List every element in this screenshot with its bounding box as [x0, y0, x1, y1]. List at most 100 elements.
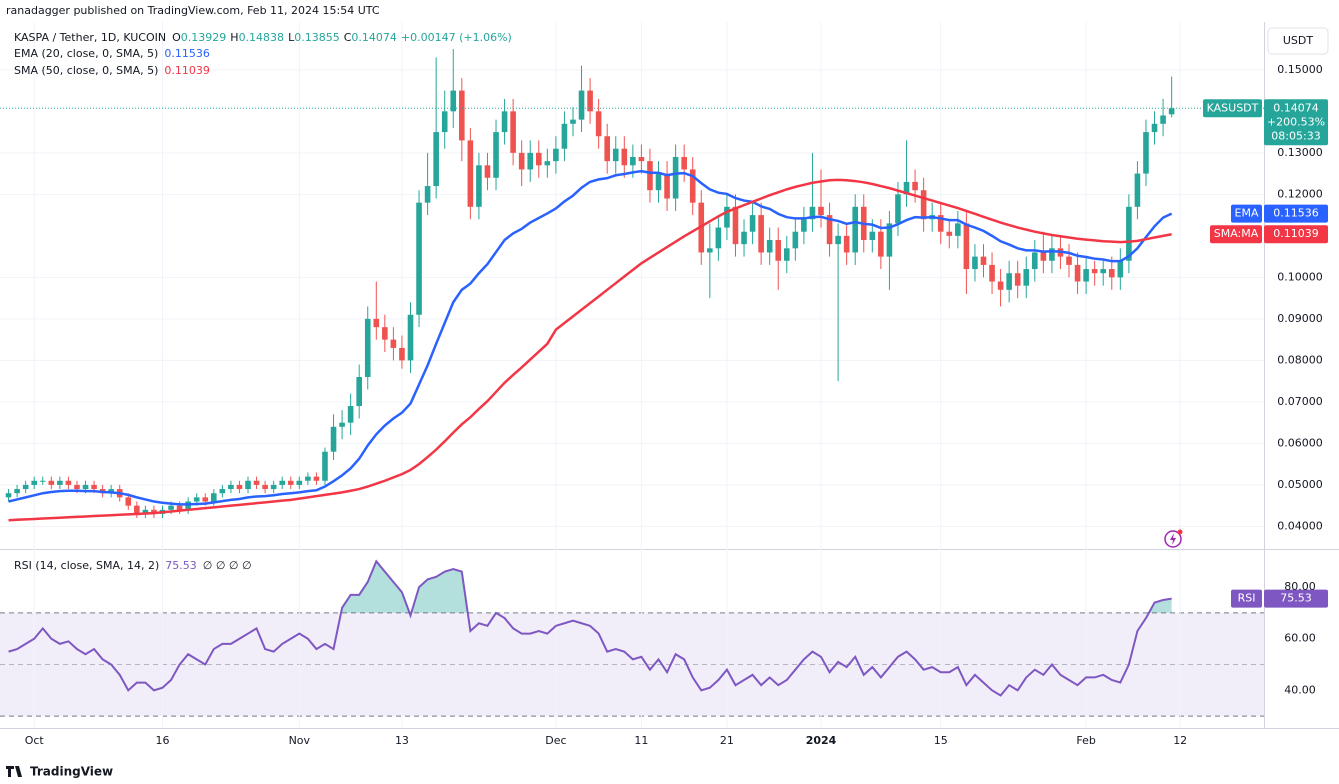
y-tick-label: 0.10000: [1277, 270, 1323, 283]
attribution: ranadagger published on TradingView.com,…: [6, 4, 380, 17]
candle-body: [895, 194, 901, 224]
candle-body: [5, 493, 12, 498]
y-tick-label: 0.05000: [1277, 478, 1323, 491]
candle-body: [612, 148, 619, 162]
currency-button[interactable]: [1267, 27, 1329, 55]
candle-body: [211, 493, 217, 502]
candle-body: [484, 165, 491, 178]
y-tick-label: 40.00: [1284, 683, 1316, 696]
candle-body: [356, 376, 362, 407]
y-tick-label: 0.04000: [1277, 519, 1323, 532]
tag-value: 75.53: [1280, 592, 1312, 605]
x-tick-label: 13: [395, 734, 409, 747]
candle-body: [903, 181, 910, 195]
candle-body: [14, 489, 20, 494]
candle-body: [450, 90, 457, 112]
candle-body: [826, 215, 833, 245]
ma-line: [8, 178, 1172, 522]
price-tags: KASUSDT 0.14074+200.53%08:05:33 EMA 0.11536…: [1203, 99, 1328, 608]
candle-body: [878, 231, 884, 257]
candle-body: [672, 156, 679, 199]
y-tick-label: 0.09000: [1277, 312, 1323, 325]
candle-body: [518, 152, 525, 170]
ohlc-letter: H: [230, 31, 238, 44]
ohlc-letter: L: [288, 31, 295, 44]
y-tick-label: 0.15000: [1277, 63, 1323, 76]
candle-body: [963, 223, 970, 270]
candle-body: [843, 235, 850, 253]
candle-body: [783, 248, 790, 261]
candle-body: [1014, 273, 1021, 286]
candle-body: [467, 140, 474, 207]
candle-body: [245, 480, 251, 490]
candle-body: [912, 181, 918, 191]
candle-body: [270, 484, 277, 490]
candle-body: [433, 132, 439, 187]
candle-body: [459, 90, 465, 141]
candle-body: [1066, 256, 1072, 265]
tag-name-box: [1203, 99, 1262, 118]
footer-logo: [6, 766, 22, 777]
rsi-value: 75.53: [165, 559, 197, 572]
x-tick-label: 15: [934, 734, 948, 747]
candle-body: [886, 223, 893, 257]
candle-body: [296, 480, 303, 485]
candle-body: [219, 489, 226, 494]
candle-body: [946, 231, 953, 236]
candle-body: [48, 480, 55, 485]
candle-body: [22, 484, 29, 490]
candle-body: [647, 161, 653, 191]
tag-value-box: [1264, 225, 1328, 244]
candle-body: [416, 202, 422, 315]
candle-body: [1023, 269, 1030, 286]
candle-body: [313, 476, 320, 481]
candle-body: [1049, 248, 1055, 261]
alert-icon[interactable]: [1164, 529, 1183, 548]
candle-body: [441, 111, 448, 133]
candle-body: [57, 480, 63, 485]
low-value: 0.13855: [294, 31, 340, 44]
y-tick-label: 60.00: [1284, 632, 1316, 645]
candle-body: [228, 484, 234, 490]
x-tick-label: 21: [720, 734, 734, 747]
rsi-legend: RSI (14, close, SMA, 14, 2) 75.53 ∅ ∅ ∅ ∅: [14, 559, 252, 572]
rsi-name: RSI (14, close, SMA, 14, 2): [14, 559, 159, 572]
candle-body: [707, 248, 713, 253]
candle-body: [732, 206, 739, 245]
candle-body: [501, 111, 508, 133]
candle-body: [287, 480, 294, 485]
candle-body: [1032, 252, 1038, 270]
candle-body: [1074, 264, 1081, 282]
candle-body: [176, 505, 183, 510]
ohlc-letter: O: [172, 31, 181, 44]
y-tick-label: 0.12000: [1277, 187, 1323, 200]
candle-body: [638, 156, 645, 162]
x-tick-label: Feb: [1076, 734, 1095, 747]
candle-body: [253, 480, 260, 485]
candle-body: [373, 318, 380, 328]
candle-body: [715, 227, 722, 249]
candle-body: [561, 123, 568, 149]
candle-body: [980, 256, 987, 265]
candle-body: [262, 484, 268, 490]
candle-body: [801, 219, 807, 232]
candle-body: [1040, 252, 1047, 261]
candle-body: [125, 497, 132, 506]
symbol: KASPA / Tether, 1D, KUCOIN: [14, 31, 166, 44]
candle-body: [1006, 273, 1012, 290]
candle-body: [655, 173, 662, 191]
candle-body: [65, 480, 72, 485]
candle-body: [852, 206, 859, 253]
candle-body: [322, 451, 328, 481]
ema-name: EMA (20, close, 0, SMA, 5): [14, 47, 158, 60]
candle-body: [775, 240, 782, 261]
candle-body: [920, 190, 927, 220]
candle-body: [869, 231, 876, 241]
candle-body: [236, 484, 243, 490]
currency-label[interactable]: USDT: [1283, 34, 1314, 47]
candle-body: [1091, 269, 1098, 274]
candle-body: [1143, 132, 1149, 174]
close-value: 0.14074: [351, 31, 397, 44]
open-value: 0.13929: [181, 31, 227, 44]
tag-name: EMA: [1235, 207, 1259, 220]
